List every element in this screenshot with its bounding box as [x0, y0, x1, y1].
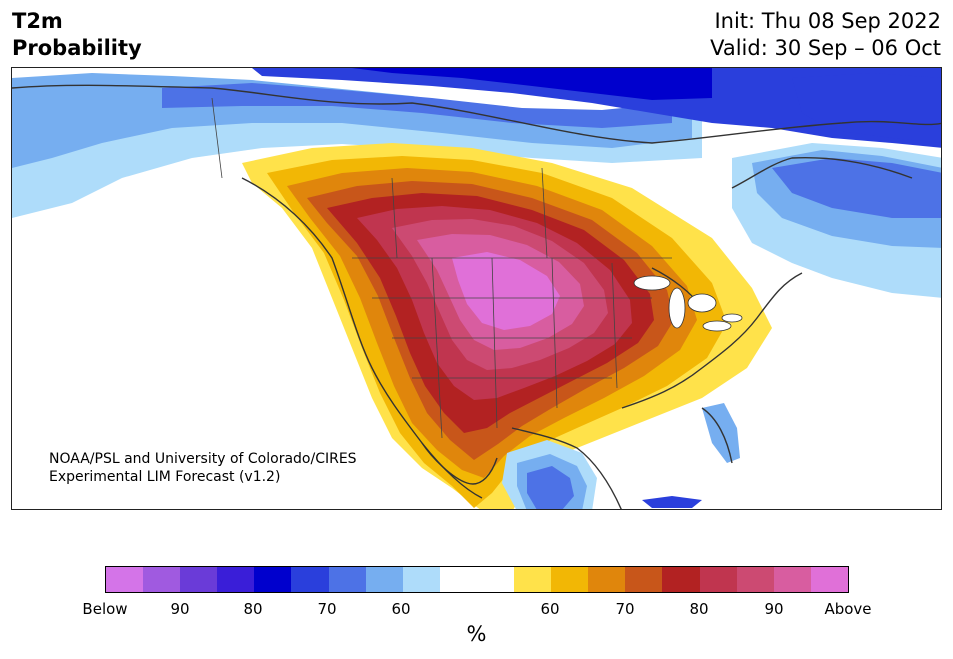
colorbar-swatch: [810, 567, 848, 592]
forecast-dates: Init: Thu 08 Sep 2022 Valid: 30 Sep – 06…: [710, 8, 941, 62]
colorbar-tick-label: Below: [82, 600, 128, 618]
state-borders: [211, 97, 672, 439]
colorbar-swatch: [773, 567, 811, 592]
colorbar-swatch: [217, 567, 255, 592]
colorbar-swatch: [180, 567, 218, 592]
colorbar-swatch: [699, 567, 737, 592]
init-date: Init: Thu 08 Sep 2022: [714, 9, 941, 33]
forecast-map: [11, 67, 942, 510]
colorbar-swatch: [254, 567, 292, 592]
title-type: Probability: [12, 36, 142, 60]
below-region-greenland: [792, 73, 941, 143]
credit-line-1: NOAA/PSL and University of Colorado/CIRE…: [49, 451, 357, 467]
colorbar-swatch: [106, 567, 144, 592]
below-region-arctic: [252, 68, 941, 148]
title-variable: T2m: [12, 9, 63, 33]
coastlines: [12, 84, 941, 509]
colorbar-swatch: [514, 567, 552, 592]
below-region-mexico-3: [527, 466, 574, 509]
colorbar-swatch: [476, 567, 515, 592]
below-region-alaska-3: [162, 83, 672, 128]
great-lakes: [633, 275, 743, 332]
colorbar-tick-label: 90: [170, 600, 190, 618]
colorbar-swatch: [365, 567, 403, 592]
colorbar-swatch: [662, 567, 700, 592]
valid-dates: Valid: 30 Sep – 06 Oct: [710, 36, 941, 60]
colorbar-tick-label: 70: [317, 600, 337, 618]
colorbar-swatch: [439, 567, 477, 592]
above-region-core-5: [452, 252, 560, 330]
colorbar-swatch: [143, 567, 181, 592]
colorbar-tick-label: Above: [824, 600, 872, 618]
colorbar-swatch: [291, 567, 329, 592]
colorbar-swatch: [328, 567, 366, 592]
below-region-arctic-core: [352, 68, 712, 100]
colorbar: [105, 566, 849, 593]
colorbar-tick-label: 80: [243, 600, 263, 618]
below-region-caribbean: [642, 496, 702, 508]
credit-text: NOAA/PSL and University of Colorado/CIRE…: [49, 450, 357, 486]
colorbar-tick-label: 90: [764, 600, 784, 618]
colorbar-unit: %: [466, 622, 487, 646]
colorbar-tick-label: 60: [540, 600, 560, 618]
chart-title: T2m Probability: [12, 8, 142, 62]
colorbar-swatch: [551, 567, 589, 592]
colorbar-swatch: [625, 567, 663, 592]
colorbar-swatch: [402, 567, 440, 592]
colorbar-ticks: Below 90 80 70 60 60 70 80 90 Above: [0, 600, 953, 620]
below-region-florida: [702, 403, 740, 463]
colorbar-swatch: [588, 567, 626, 592]
colorbar-tick-label: 80: [689, 600, 709, 618]
colorbar-tick-label: 60: [391, 600, 411, 618]
credit-line-2: Experimental LIM Forecast (v1.2): [49, 469, 281, 485]
colorbar-swatch: [736, 567, 774, 592]
map-svg: [12, 68, 941, 509]
colorbar-tick-label: 70: [615, 600, 635, 618]
